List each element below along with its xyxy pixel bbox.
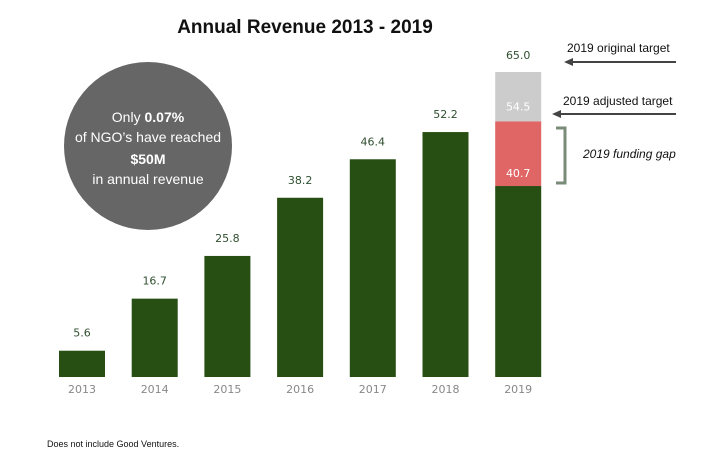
value-label-2019-original: 65.0	[506, 49, 531, 62]
footnote: Does not include Good Ventures.	[47, 439, 179, 449]
funding-gap-bracket	[556, 126, 567, 185]
funding-gap-label: 2019 funding gap	[582, 147, 676, 161]
callout-line-1-bold: 0.07%	[144, 109, 184, 125]
bar-2019-funding-gap	[495, 121, 542, 187]
adjusted-target-label: 2019 adjusted target	[563, 94, 673, 108]
bar-2018	[422, 132, 469, 377]
bar-2019	[495, 186, 542, 377]
bar-2013	[59, 350, 105, 377]
bar-2016	[277, 197, 324, 377]
x-axis-ticks: 2013 2014 2015 2016 2017 2018 2019	[68, 383, 532, 396]
callout-line-4: in annual revenue	[92, 171, 204, 187]
x-tick-2014: 2014	[141, 383, 169, 396]
value-label-2015: 25.8	[215, 232, 240, 245]
value-label-2014: 16.7	[142, 275, 167, 288]
adjusted-target-arrow-head	[552, 110, 561, 118]
callout-line-1: Only 0.07%	[112, 109, 185, 125]
x-tick-2018: 2018	[432, 383, 460, 396]
value-label-2016: 38.2	[288, 174, 313, 187]
value-label-2017: 46.4	[361, 135, 386, 148]
chart-title: Annual Revenue 2013 - 2019	[177, 17, 433, 38]
bars-group	[59, 72, 542, 377]
x-tick-2016: 2016	[286, 383, 314, 396]
bar-2019-target-remainder	[495, 72, 542, 122]
callout-line-2: of NGO’s have reached	[75, 129, 221, 145]
value-label-2019: 40.7	[506, 167, 531, 180]
original-target-arrow-head	[564, 58, 573, 66]
callout-line-1-prefix: Only	[112, 109, 145, 125]
original-target-label: 2019 original target	[567, 41, 670, 55]
x-tick-2013: 2013	[68, 383, 96, 396]
value-label-2018: 52.2	[433, 108, 458, 121]
value-labels: 5.6 16.7 25.8 38.2 46.4 52.2 40.7 54.5 65.0	[73, 49, 530, 340]
value-label-2013: 5.6	[73, 327, 91, 340]
callout-line-3: $50M	[130, 151, 165, 167]
callout-circle	[64, 62, 232, 230]
x-tick-2019: 2019	[504, 383, 532, 396]
bar-2014	[131, 298, 178, 377]
bar-2015	[204, 255, 251, 377]
x-tick-2015: 2015	[213, 383, 241, 396]
bar-2017	[349, 159, 396, 377]
x-tick-2017: 2017	[359, 383, 387, 396]
value-label-2019-adjusted: 54.5	[506, 100, 531, 113]
